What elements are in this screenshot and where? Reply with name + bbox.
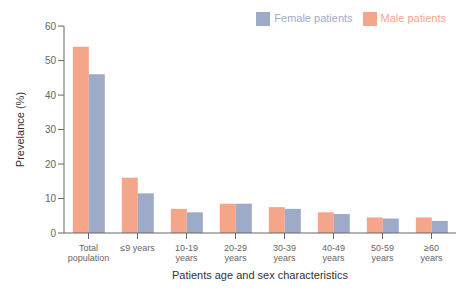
svg-text:Prevelance (%): Prevelance (%)	[14, 92, 26, 167]
svg-text:10: 10	[45, 193, 57, 204]
svg-text:Totalpopulation: Totalpopulation	[68, 243, 110, 263]
svg-text:≤9 years: ≤9 years	[120, 243, 155, 253]
svg-text:20: 20	[45, 159, 57, 170]
svg-text:10-19years: 10-19years	[175, 243, 198, 263]
svg-text:50: 50	[45, 55, 57, 66]
svg-text:30: 30	[45, 124, 57, 135]
svg-text:20-29years: 20-29years	[224, 243, 247, 263]
svg-text:60: 60	[45, 21, 57, 32]
svg-text:≥60years: ≥60years	[420, 243, 443, 263]
svg-text:30-39years: 30-39years	[273, 243, 296, 263]
html-text:Female patients: Female patients	[274, 12, 353, 24]
svg-text:50-59years: 50-59years	[371, 243, 394, 263]
svg-text:0: 0	[50, 228, 56, 239]
svg-text:40: 40	[45, 90, 57, 101]
svg-text:40-49years: 40-49years	[322, 243, 345, 263]
svg-text:Patients age and sex character: Patients age and sex characteristics	[172, 269, 349, 281]
html-text:Male patients: Male patients	[380, 12, 446, 24]
